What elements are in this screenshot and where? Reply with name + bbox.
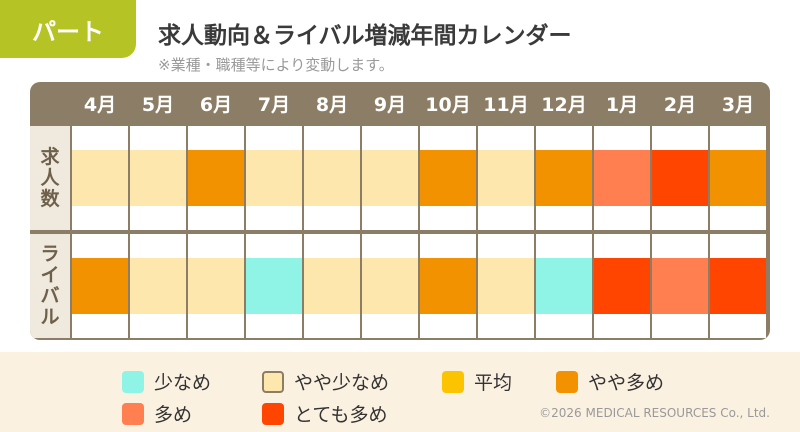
calendar-cell bbox=[188, 126, 244, 230]
month-header: 4月 bbox=[83, 93, 117, 116]
month-header: 12月 bbox=[541, 93, 587, 116]
level-bar bbox=[478, 258, 534, 314]
level-bar bbox=[594, 150, 650, 206]
level-bar bbox=[652, 258, 708, 314]
level-bar bbox=[130, 150, 186, 206]
level-bar bbox=[594, 258, 650, 314]
calendar-cell bbox=[594, 234, 650, 338]
level-bar bbox=[362, 150, 418, 206]
calendar-cell bbox=[594, 126, 650, 230]
level-bar bbox=[420, 258, 476, 314]
level-bar bbox=[652, 150, 708, 206]
chart-note: ※業種・職種等により変動します。 bbox=[158, 56, 394, 74]
legend-swatch bbox=[122, 370, 144, 393]
calendar-cell bbox=[478, 126, 534, 230]
level-bar bbox=[246, 258, 302, 314]
legend-item: 多め bbox=[122, 400, 192, 427]
calendar-cell bbox=[72, 126, 128, 230]
calendar-cell bbox=[420, 126, 476, 230]
level-bar bbox=[304, 150, 360, 206]
legend-label: やや少なめ bbox=[294, 372, 390, 394]
level-bar bbox=[710, 258, 766, 314]
level-bar bbox=[72, 150, 128, 206]
level-bar bbox=[130, 258, 186, 314]
level-bar bbox=[246, 150, 302, 206]
calendar-cell bbox=[188, 234, 244, 338]
legend bbox=[0, 352, 800, 432]
chart-title: 求人動向＆ライバル増減年間カレンダー bbox=[158, 23, 572, 49]
legend-label: 平均 bbox=[474, 372, 513, 394]
calendar-cell bbox=[536, 234, 592, 338]
calendar-cell bbox=[246, 234, 302, 338]
month-header: 9月 bbox=[373, 93, 407, 116]
month-header: 7月 bbox=[257, 93, 291, 116]
month-header: 10月 bbox=[425, 93, 471, 116]
legend-swatch bbox=[122, 402, 144, 425]
calendar-cell bbox=[362, 234, 418, 338]
level-bar bbox=[536, 150, 592, 206]
month-header: 6月 bbox=[199, 93, 233, 116]
legend-swatch bbox=[556, 370, 578, 393]
level-bar bbox=[72, 258, 128, 314]
legend-label: やや多め bbox=[588, 372, 665, 394]
legend-swatch bbox=[262, 402, 284, 425]
legend-label: 少なめ bbox=[154, 372, 212, 394]
calendar-cell bbox=[710, 234, 766, 338]
legend-item: 平均 bbox=[442, 368, 512, 395]
legend-label: とても多め bbox=[294, 404, 388, 426]
legend-item: やや多め bbox=[556, 368, 664, 395]
calendar-grid: 4月 5月 6月 7月 8月 9月 10月 11月 12月 1月 2月 3月求人数ライバル bbox=[30, 82, 770, 340]
calendar-cell bbox=[652, 126, 708, 230]
month-header: 2月 bbox=[663, 93, 697, 116]
legend-swatch bbox=[262, 370, 284, 393]
copyright: ©2026 MEDICAL RESOURCES Co., Ltd. bbox=[539, 406, 770, 420]
level-bar bbox=[188, 258, 244, 314]
calendar-cell bbox=[478, 234, 534, 338]
level-bar bbox=[188, 150, 244, 206]
month-header: 8月 bbox=[315, 93, 349, 116]
legend-item: 少なめ bbox=[122, 368, 211, 395]
month-header: 1月 bbox=[605, 93, 639, 116]
level-bar bbox=[710, 150, 766, 206]
calendar-cell bbox=[304, 234, 360, 338]
month-header: 5月 bbox=[141, 93, 175, 116]
calendar-cell bbox=[304, 126, 360, 230]
legend-item: とても多め bbox=[262, 400, 387, 427]
row-label: ライバル bbox=[30, 234, 70, 338]
row-label: 求人数 bbox=[30, 126, 70, 230]
calendar-cell bbox=[536, 126, 592, 230]
calendar-cell bbox=[652, 234, 708, 338]
level-bar bbox=[536, 258, 592, 314]
calendar-cell bbox=[130, 234, 186, 338]
calendar-cell bbox=[710, 126, 766, 230]
level-bar bbox=[478, 150, 534, 206]
calendar-cell bbox=[362, 126, 418, 230]
calendar-cell bbox=[246, 126, 302, 230]
legend-swatch bbox=[442, 370, 464, 393]
level-bar bbox=[362, 258, 418, 314]
category-tag: パート bbox=[0, 0, 136, 58]
legend-label: 多め bbox=[154, 404, 193, 426]
calendar-cell bbox=[72, 234, 128, 338]
legend-item: やや少なめ bbox=[262, 368, 389, 395]
level-bar bbox=[304, 258, 360, 314]
calendar-cell bbox=[420, 234, 476, 338]
level-bar bbox=[420, 150, 476, 206]
calendar-cell bbox=[130, 126, 186, 230]
month-header: 11月 bbox=[483, 93, 529, 116]
month-header: 3月 bbox=[721, 93, 755, 116]
